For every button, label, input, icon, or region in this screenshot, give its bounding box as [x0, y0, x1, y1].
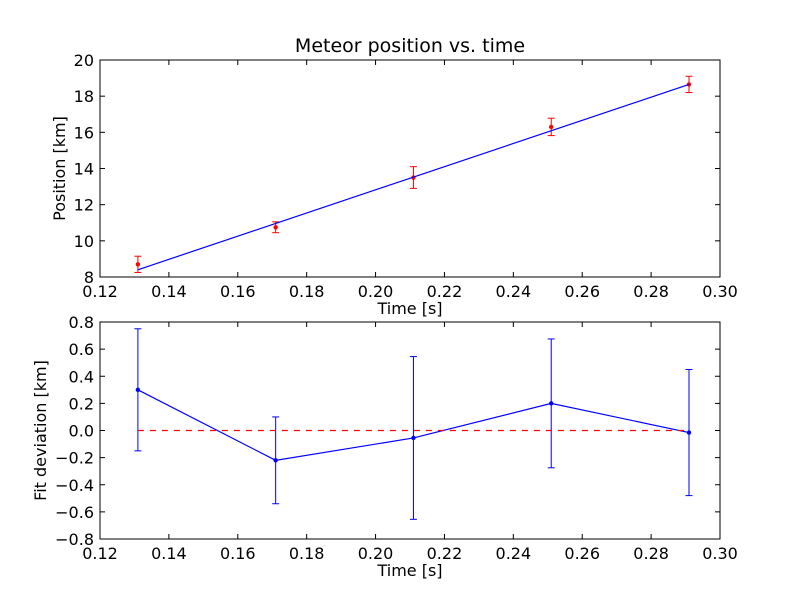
data-point: [549, 124, 554, 130]
y-tick-label: 0.2: [69, 394, 94, 413]
position-panel: Meteor position vs. time 0.12 0.14 0.16 0.1…: [50, 35, 738, 318]
data-point: [273, 225, 278, 230]
x-tick-label: 0.22: [427, 282, 463, 301]
chart-title: Meteor position vs. time: [295, 35, 525, 57]
plot-area: [100, 60, 720, 277]
y-tick-label: 0.6: [69, 340, 94, 359]
y-tick-label: 20: [74, 51, 94, 70]
y-tick-label: 0.8: [69, 313, 94, 332]
x-tick-label: 0.16: [220, 282, 256, 301]
y-axis-label: Position [km]: [50, 116, 69, 221]
y-tick-label: −0.2: [55, 449, 94, 468]
x-tick-label: 0.16: [220, 544, 256, 563]
plot-frame: [99, 59, 721, 278]
x-tick-label: 0.28: [633, 282, 669, 301]
x-tick-label: 0.14: [151, 282, 187, 301]
plot-area: [100, 322, 720, 539]
deviation-panel: 0.12 0.14 0.16 0.18 0.20 0.22 0.24 0.26 0.28 0.30…: [31, 313, 738, 580]
x-axis-label: Time [s]: [376, 561, 442, 580]
x-tick-label: 0.26: [564, 282, 600, 301]
data-point: [273, 458, 278, 463]
y-tick-label: −0.6: [55, 503, 94, 522]
x-tick-label: 0.12: [82, 544, 118, 563]
y-axis-label: Fit deviation [km]: [31, 360, 50, 501]
y-tick-label: 0.0: [69, 422, 94, 441]
x-tick-label: 0.22: [427, 544, 463, 563]
x-tick-label: 0.30: [702, 282, 738, 301]
position-marks: [134, 75, 693, 273]
x-tick-label: 0.24: [496, 282, 532, 301]
y-tick-label: 0.4: [69, 367, 94, 386]
x-tick-label: 0.30: [702, 544, 738, 563]
position-axis-ticks: 0.12 0.14 0.16 0.18 0.20 0.22 0.24 0.26 0.28 0.30…: [74, 51, 738, 301]
data-point: [135, 262, 141, 267]
x-tick-label: 0.24: [496, 544, 532, 563]
x-tick-label: 0.12: [82, 282, 118, 301]
y-tick-label: 12: [74, 196, 94, 215]
deviation-axis-ticks: 0.12 0.14 0.16 0.18 0.20 0.22 0.24 0.26 0.28 0.30…: [55, 313, 738, 563]
data-point: [411, 435, 416, 441]
x-tick-label: 0.18: [289, 282, 325, 301]
y-tick-label: −0.4: [55, 476, 94, 495]
data-point: [549, 401, 554, 406]
y-tick-label: 10: [74, 232, 94, 251]
deviation-marks: [134, 328, 693, 520]
plot-frame: [99, 321, 721, 540]
x-axis-label: Time [s]: [376, 299, 442, 318]
x-tick-label: 0.14: [151, 544, 187, 563]
y-tick-label: 18: [74, 87, 94, 106]
x-tick-label: 0.20: [358, 282, 394, 301]
x-tick-label: 0.20: [358, 544, 394, 563]
series-line: [137, 83, 690, 271]
y-tick-label: 8: [84, 268, 94, 287]
x-tick-label: 0.26: [564, 544, 600, 563]
y-tick-label: 16: [74, 123, 94, 142]
data-point: [686, 430, 692, 435]
y-tick-label: −0.8: [55, 530, 94, 549]
y-tick-label: 14: [74, 160, 94, 179]
x-tick-label: 0.28: [633, 544, 669, 563]
data-point: [135, 387, 141, 393]
x-tick-label: 0.18: [289, 544, 325, 563]
